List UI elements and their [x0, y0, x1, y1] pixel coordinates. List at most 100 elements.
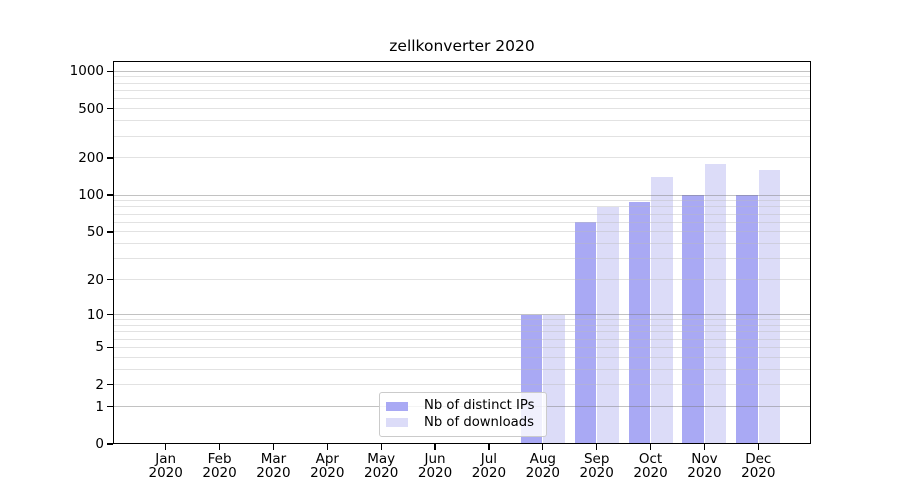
chart-title: zellkonverter 2020	[389, 37, 535, 55]
y-tick-label-20: 20	[86, 271, 104, 288]
legend-label-downloads: Nb of downloads	[424, 414, 534, 430]
y-tick-label-500: 500	[78, 100, 104, 117]
legend-item-distinct-ips: Nb of distinct IPs	[385, 398, 540, 415]
gridline-minor-300	[114, 135, 810, 137]
x-tick-apr	[326, 444, 328, 450]
y-tick-500	[107, 108, 113, 110]
gridline-minor-2	[114, 384, 810, 386]
x-tick-month: Mar	[260, 451, 287, 467]
x-tick-month: Oct	[638, 451, 663, 467]
x-tick-month: Jul	[480, 451, 498, 467]
gridline-minor-70	[114, 213, 810, 215]
x-tick-jul	[488, 444, 490, 450]
x-tick-month: May	[367, 451, 396, 467]
gridline-minor-7	[114, 331, 810, 333]
gridline-minor-40	[114, 243, 810, 245]
gridline-minor-4	[114, 356, 810, 358]
gridline-major-10	[114, 314, 810, 316]
bar-downloads-nov	[704, 163, 727, 444]
y-tick-label-100: 100	[78, 187, 104, 204]
gridline-minor-6	[114, 338, 810, 340]
y-tick-label-5: 5	[95, 339, 104, 356]
y-tick-label-200: 200	[78, 149, 104, 166]
gridline-minor-700	[114, 90, 810, 92]
gridline-minor-30	[114, 258, 810, 260]
x-tick-label-nov: Nov 2020	[672, 452, 736, 480]
legend-swatch-distinct-ips	[386, 401, 408, 411]
x-tick-year: 2020	[202, 465, 237, 481]
x-tick-year: 2020	[471, 465, 507, 481]
x-tick-jan	[165, 444, 167, 450]
legend-swatch-downloads	[386, 418, 408, 428]
x-tick-aug	[542, 444, 544, 450]
y-tick-label-0: 0	[95, 436, 104, 452]
x-tick-year: 2020	[687, 465, 722, 481]
x-tick-month: Nov	[691, 451, 718, 467]
bar-distinct-ips-dec	[736, 195, 758, 444]
y-tick-1	[107, 405, 113, 408]
x-tick-month: Dec	[745, 451, 772, 467]
x-tick-year: 2020	[579, 465, 614, 481]
y-tick-label-50: 50	[86, 223, 104, 240]
y-tick-label-10: 10	[86, 306, 104, 323]
x-tick-label-may: May 2020	[349, 452, 413, 480]
x-tick-label-dec: Dec 2020	[726, 452, 790, 480]
y-tick-200	[107, 157, 113, 159]
x-tick-month: Jan	[155, 451, 177, 467]
x-tick-label-apr: Apr 2020	[295, 452, 359, 480]
x-tick-label-oct: Oct 2020	[619, 452, 683, 480]
gridline-minor-50	[114, 231, 810, 233]
gridline-minor-200	[114, 157, 810, 159]
gridline-minor-3	[114, 368, 810, 370]
y-tick-5	[107, 346, 113, 348]
x-tick-month: Jun	[424, 451, 446, 467]
gridline-minor-400	[114, 120, 810, 122]
x-tick-year: 2020	[148, 465, 183, 481]
bar-downloads-sep	[597, 206, 619, 444]
x-tick-mar	[272, 444, 275, 450]
x-tick-year: 2020	[364, 465, 399, 481]
y-tick-label-1: 1	[95, 398, 104, 415]
x-tick-label-jul: Jul 2020	[457, 452, 521, 480]
x-tick-label-jun: Jun 2020	[403, 452, 467, 480]
y-tick-label-1000: 1000	[69, 63, 104, 80]
x-tick-year: 2020	[310, 465, 345, 481]
x-tick-year: 2020	[633, 465, 668, 481]
gridline-minor-5	[114, 346, 810, 348]
gridline-minor-900	[114, 76, 810, 78]
x-tick-year: 2020	[256, 465, 291, 481]
y-tick-1000	[107, 70, 113, 72]
x-tick-label-feb: Feb 2020	[188, 452, 252, 480]
x-tick-month: Aug	[529, 451, 556, 467]
x-tick-oct	[649, 444, 652, 450]
bar-downloads-oct	[651, 177, 673, 444]
gridline-minor-80	[114, 206, 810, 208]
gridline-minor-8	[114, 324, 810, 326]
bar-downloads-dec	[758, 169, 781, 444]
x-tick-year: 2020	[525, 465, 560, 481]
y-tick-0	[107, 443, 113, 445]
gridline-minor-800	[114, 82, 810, 84]
x-tick-sep	[596, 444, 598, 450]
x-tick-month: Apr	[315, 451, 339, 467]
gridline-minor-20	[114, 279, 810, 281]
bar-distinct-ips-sep	[574, 222, 597, 444]
bar-downloads-aug	[543, 314, 565, 444]
x-tick-jun	[434, 444, 436, 450]
x-tick-may	[380, 444, 382, 450]
y-tick-2	[107, 384, 113, 386]
y-tick-50	[107, 231, 113, 233]
x-tick-dec	[757, 444, 759, 450]
y-tick-10	[107, 313, 113, 316]
bar-distinct-ips-oct	[628, 202, 651, 444]
gridline-major-1000	[114, 70, 810, 72]
x-tick-label-jan: Jan 2020	[134, 452, 198, 480]
x-tick-label-aug: Aug 2020	[511, 452, 575, 480]
x-tick-label-sep: Sep 2020	[565, 452, 629, 480]
bar-distinct-ips-nov	[682, 195, 704, 444]
x-tick-feb	[218, 444, 221, 450]
gridline-minor-500	[114, 108, 810, 110]
gridline-minor-600	[114, 98, 810, 100]
y-tick-label-2: 2	[95, 376, 104, 393]
